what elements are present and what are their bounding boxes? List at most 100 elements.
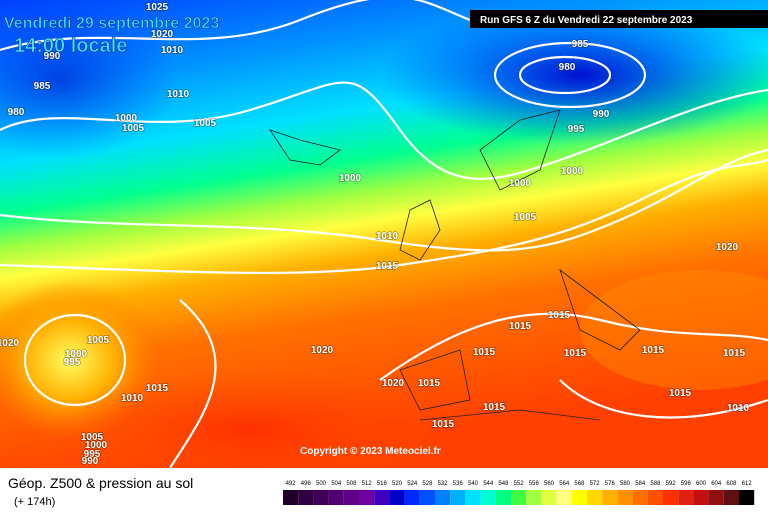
scale-swatch: [465, 490, 481, 505]
scale-swatch: [343, 490, 359, 505]
scale-swatch: [693, 490, 709, 505]
scale-label: 564: [559, 481, 570, 487]
forecast-time: 14:00 locale: [14, 35, 127, 57]
scale-label: 544: [483, 481, 494, 487]
scale-label: 596: [681, 481, 692, 487]
scale-swatch: [739, 490, 755, 505]
scale-label: 492: [286, 481, 297, 487]
scale-label: 500: [316, 481, 327, 487]
isobar-label: 990: [82, 456, 99, 467]
isobar-label: 990: [44, 51, 61, 62]
isobar-label: 980: [559, 62, 576, 73]
forecast-date: Vendredi 29 septembre 2023: [4, 15, 219, 32]
scale-swatch: [389, 490, 405, 505]
isobar-label: 1020: [0, 338, 20, 349]
isobar-label: 1025: [146, 2, 169, 13]
isobar-label: 1010: [121, 393, 144, 404]
color-scale: 492 496 500 504 508 512 516 520 524 528 532 536 540 5…: [283, 481, 755, 505]
isobar-label: 1005: [514, 212, 537, 223]
coastlines: [269, 109, 641, 421]
isobar-label: 985: [572, 39, 589, 50]
isobar-label: 1020: [311, 345, 334, 356]
isobar-label: 1020: [382, 378, 405, 389]
run-box: [470, 10, 768, 28]
isobar-label: 1015: [376, 261, 399, 272]
scale-swatch: [723, 490, 739, 505]
isobar-label: 1005: [87, 335, 110, 346]
isobar-label: 985: [34, 81, 51, 92]
scale-label: 496: [301, 481, 312, 487]
scale-label: 532: [438, 481, 449, 487]
isobar-label: 1000: [509, 178, 532, 189]
isobar-label: 1000: [115, 113, 138, 124]
isobar-label: 1015: [564, 348, 587, 359]
scale-label: 580: [620, 481, 631, 487]
footer-title: Géop. Z500 & pression au sol: [8, 475, 193, 491]
scale-swatch: [556, 490, 572, 505]
isobar-label: 1015: [642, 345, 665, 356]
scale-label: 556: [529, 481, 540, 487]
isobars: [0, 0, 768, 468]
isobar-label: 1015: [418, 378, 441, 389]
isobar-label: 1010: [376, 231, 399, 242]
scale-swatch: [419, 490, 435, 505]
scale-swatch: [495, 490, 511, 505]
scale-label: 584: [635, 481, 646, 487]
scale-label: 588: [650, 481, 661, 487]
scale-swatch: [571, 490, 587, 505]
scale-label: 592: [666, 481, 677, 487]
scale-label: 608: [726, 481, 737, 487]
isobar-label: 1015: [146, 383, 169, 394]
scale-label: 560: [544, 481, 555, 487]
scale-label: 576: [605, 481, 616, 487]
scale-label: 528: [422, 481, 433, 487]
isobar-label: 1005: [122, 123, 145, 134]
scale-label: 536: [453, 481, 464, 487]
scale-swatch: [313, 490, 329, 505]
scale-swatch: [374, 490, 390, 505]
isobar-label: 1010: [167, 89, 190, 100]
scale-swatch: [480, 490, 496, 505]
scale-swatch: [541, 490, 557, 505]
scale-label: 568: [574, 481, 585, 487]
scale-label: 552: [514, 481, 525, 487]
scale-label: 612: [742, 481, 753, 487]
scale-swatch: [632, 490, 648, 505]
scale-swatch: [526, 490, 542, 505]
scale-swatch: [647, 490, 663, 505]
scale-label: 512: [362, 481, 373, 487]
isobar-label: 1015: [548, 310, 571, 321]
scale-swatch: [359, 490, 375, 505]
isobar-label: 1015: [723, 348, 746, 359]
isobar-label: 1000: [339, 173, 362, 184]
isobar-label: 1015: [509, 321, 532, 332]
scale-label: 548: [498, 481, 509, 487]
scale-label: 508: [346, 481, 357, 487]
isobar-label: 1010: [727, 403, 750, 414]
scale-swatch: [678, 490, 694, 505]
isobar-label: 995: [84, 449, 101, 460]
isobar-label: 980: [8, 107, 25, 118]
scale-swatch: [450, 490, 466, 505]
isobar-label: 990: [593, 109, 610, 120]
isobar-label: 1015: [473, 347, 496, 358]
scale-swatch: [511, 490, 527, 505]
scale-swatch: [298, 490, 314, 505]
isobar-label: 995: [64, 357, 81, 368]
scale-label: 504: [331, 481, 342, 487]
scale-swatch: [283, 490, 299, 505]
scale-swatch: [404, 490, 420, 505]
isobar-label: 1015: [483, 402, 506, 413]
scale-swatch: [708, 490, 724, 505]
isobar-label: 1000: [561, 166, 584, 177]
scale-swatch: [587, 490, 603, 505]
scale-label: 540: [468, 481, 479, 487]
isobar-label: 1020: [716, 242, 739, 253]
run-info: Run GFS 6 Z du Vendredi 22 septembre 202…: [480, 15, 693, 26]
isobar-label: 1000: [65, 349, 88, 360]
isobar-label: 1005: [81, 432, 104, 443]
isobar-label: 1015: [432, 419, 455, 430]
isobar-label: 1005: [194, 118, 217, 129]
